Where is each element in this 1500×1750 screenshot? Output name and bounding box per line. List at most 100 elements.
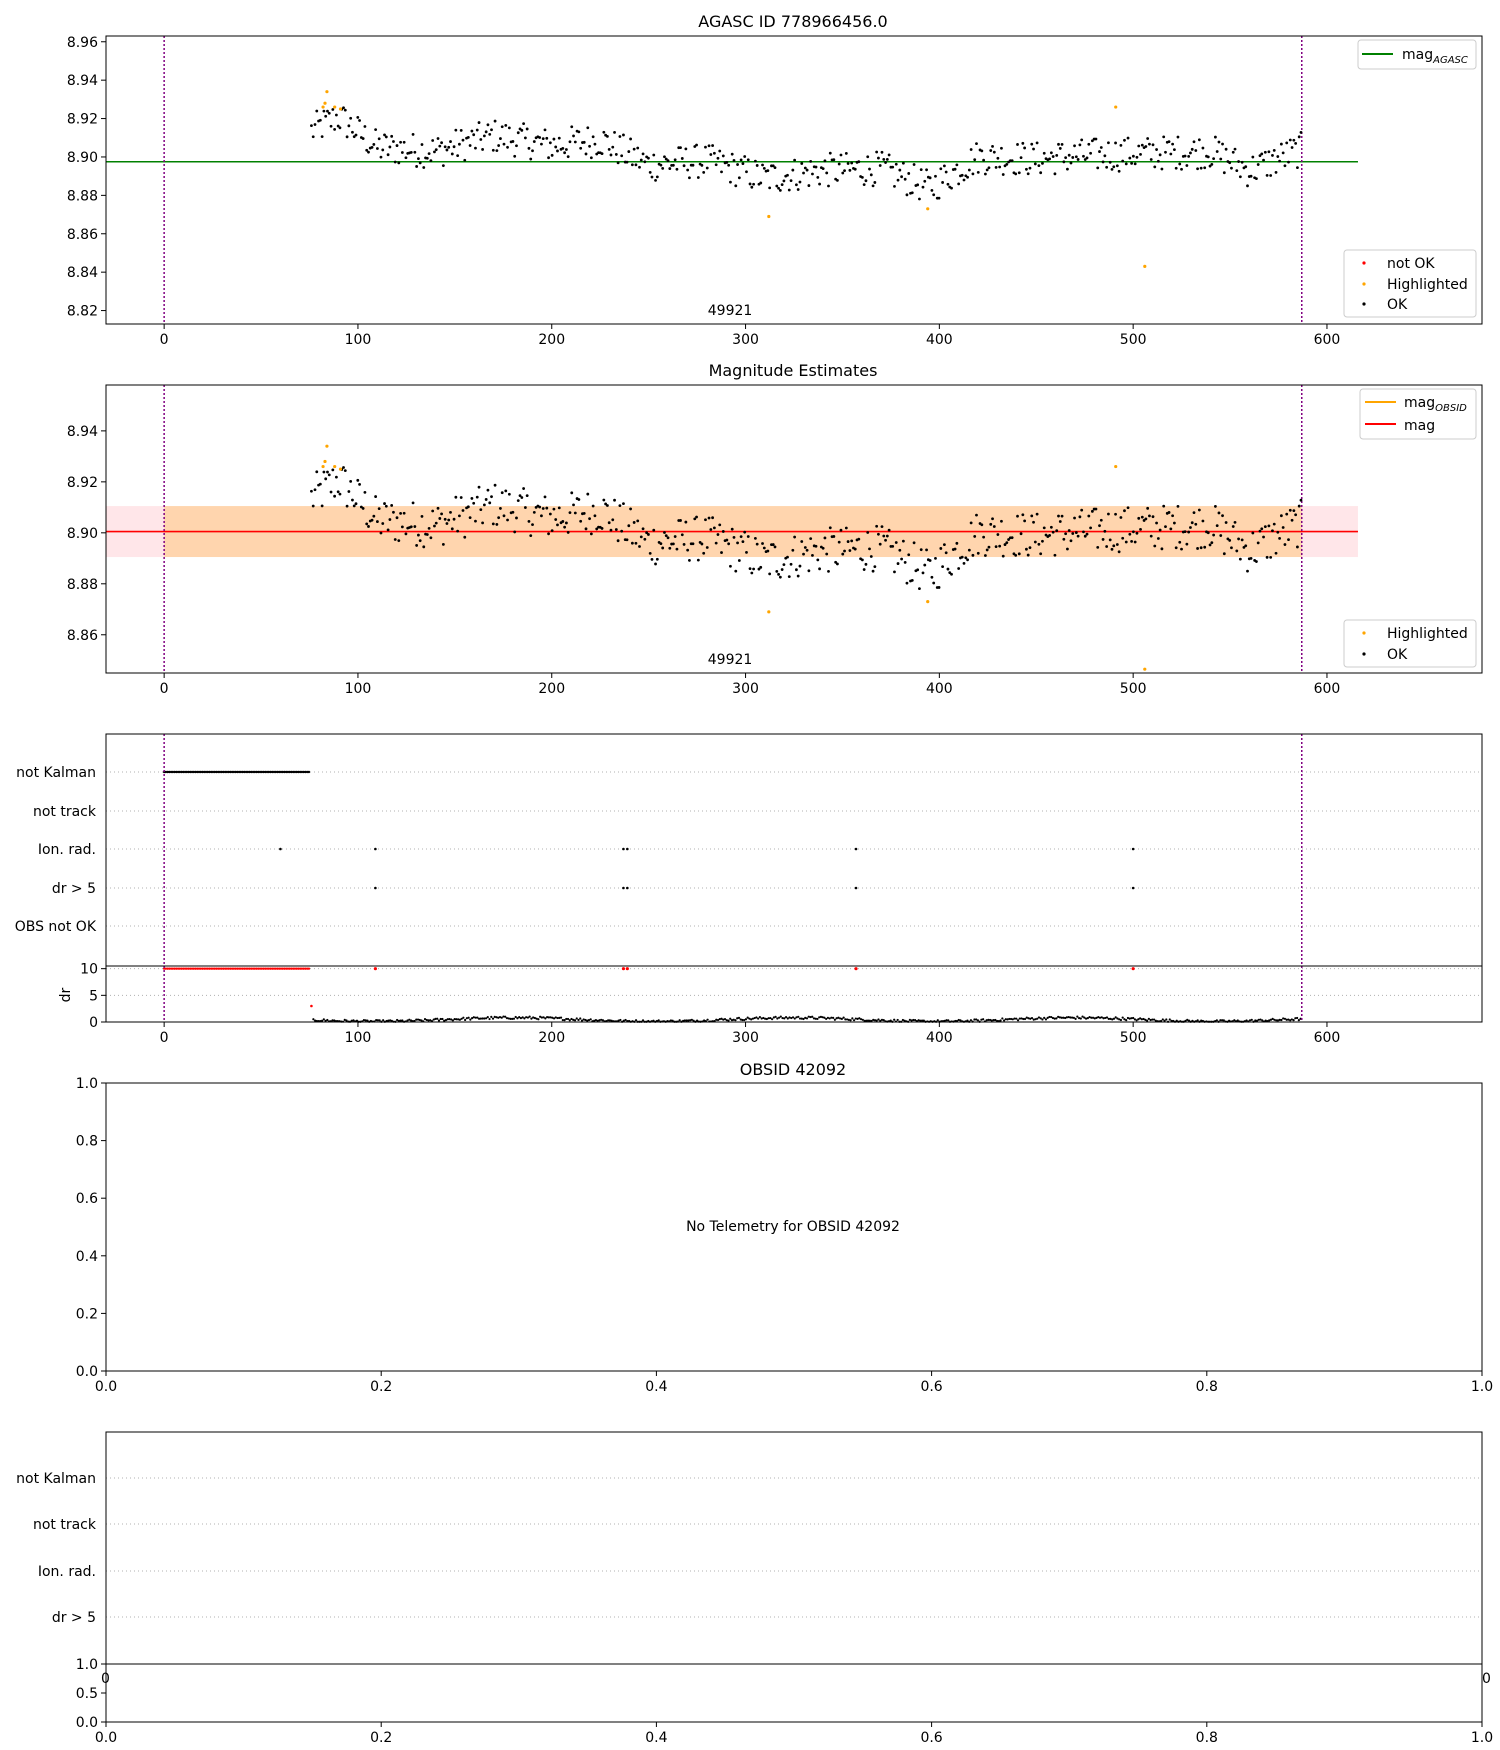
- dr-point: [750, 1018, 753, 1021]
- not-kalman-point: [295, 770, 298, 774]
- ok-point: [313, 123, 317, 126]
- ok-point: [593, 514, 597, 518]
- ok-point: [962, 562, 966, 565]
- ok-point: [1099, 518, 1103, 522]
- dr-clipped-point: [211, 967, 215, 970]
- ok-point: [953, 167, 957, 171]
- dr-point: [1048, 1015, 1051, 1019]
- ok-point: [1290, 146, 1294, 149]
- ok-point: [1126, 136, 1130, 140]
- magnitude-obsid-label: 49921: [708, 652, 753, 668]
- dr-clipped-point: [250, 967, 253, 970]
- ok-point: [1131, 530, 1135, 534]
- ok-point: [973, 158, 977, 162]
- dr-point: [559, 1016, 563, 1019]
- dr-point: [1233, 1019, 1236, 1022]
- dr-point: [397, 1019, 400, 1022]
- legend-highlighted-label: Highlighted: [1387, 277, 1468, 293]
- dr-point: [1273, 1018, 1276, 1021]
- ok-point: [639, 158, 643, 162]
- ok-point: [347, 490, 351, 493]
- ok-point: [803, 546, 807, 549]
- ok-point: [1130, 161, 1134, 165]
- dr-clipped-point: [278, 967, 281, 970]
- ok-point: [1035, 512, 1039, 516]
- ok-point: [1139, 152, 1142, 156]
- ok-point: [572, 134, 575, 138]
- ok-point: [629, 507, 632, 511]
- ok-point: [729, 180, 732, 184]
- ok-point: [648, 551, 652, 555]
- ok-point: [441, 164, 445, 168]
- ok-point: [1060, 514, 1064, 518]
- ok-point: [529, 157, 533, 161]
- ok-point: [1292, 138, 1296, 142]
- ok-point: [880, 525, 884, 529]
- dr-point: [345, 1019, 348, 1022]
- ok-point: [775, 569, 779, 573]
- dr-point: [1201, 1019, 1205, 1023]
- ok-point: [1033, 540, 1037, 544]
- not-kalman-point: [272, 770, 276, 774]
- dr-point: [619, 1018, 622, 1022]
- dr-point: [364, 1019, 367, 1022]
- ok-point: [1001, 554, 1005, 558]
- ok-point: [531, 523, 534, 526]
- ok-point: [1240, 538, 1244, 542]
- ok-point: [1219, 534, 1223, 537]
- ok-point: [919, 548, 923, 552]
- ok-point: [363, 125, 367, 128]
- ok-point: [561, 146, 565, 150]
- not-kalman-point: [166, 770, 169, 774]
- ok-point: [1249, 556, 1253, 560]
- ok-point: [482, 134, 486, 138]
- ok-point: [415, 544, 419, 547]
- category-label: not Kalman: [16, 1471, 96, 1487]
- dr-point: [882, 1019, 885, 1022]
- dr-point: [1034, 1018, 1037, 1021]
- dr-point: [1076, 1015, 1079, 1018]
- ok-point: [564, 521, 568, 525]
- dr-point: [1088, 1015, 1091, 1019]
- ok-point: [310, 489, 313, 493]
- ion-rad-point: [626, 847, 629, 851]
- ok-point: [989, 149, 993, 152]
- ok-point: [636, 146, 640, 150]
- ok-point: [411, 132, 415, 136]
- ok-point: [800, 162, 804, 165]
- dr-point: [1093, 1017, 1096, 1020]
- ok-point: [349, 116, 353, 120]
- ok-point: [955, 163, 959, 167]
- ok-point: [1035, 141, 1039, 145]
- ok-point: [746, 158, 750, 162]
- ok-point: [848, 549, 852, 552]
- ok-point: [372, 143, 376, 146]
- ok-point: [326, 109, 329, 113]
- ok-point: [333, 494, 337, 498]
- ok-point: [1033, 162, 1037, 166]
- dr-point: [1060, 1016, 1063, 1019]
- not-kalman-point: [201, 770, 204, 774]
- ok-point: [1215, 150, 1219, 153]
- y-tick-label: 0.8: [76, 1134, 98, 1150]
- ok-point: [750, 185, 754, 189]
- ok-point: [568, 140, 572, 144]
- not-kalman-point: [276, 770, 279, 774]
- dr-point: [837, 1016, 840, 1019]
- y-tick-label: 0.2: [76, 1306, 98, 1322]
- dr-point: [682, 1019, 685, 1023]
- ok-point: [1117, 169, 1121, 173]
- x-tick-label: 200: [538, 1030, 565, 1046]
- ok-point: [1090, 509, 1094, 513]
- ok-point: [1082, 530, 1085, 534]
- ok-point: [607, 521, 611, 525]
- ok-point: [991, 144, 994, 148]
- dr-clipped-point: [237, 967, 241, 970]
- ok-point: [641, 527, 645, 531]
- ok-point: [1117, 550, 1121, 554]
- dr-clipped-point: [288, 967, 291, 970]
- ok-point: [869, 173, 873, 177]
- ok-point: [957, 182, 961, 186]
- ok-point: [925, 168, 928, 172]
- ok-point: [1148, 514, 1151, 518]
